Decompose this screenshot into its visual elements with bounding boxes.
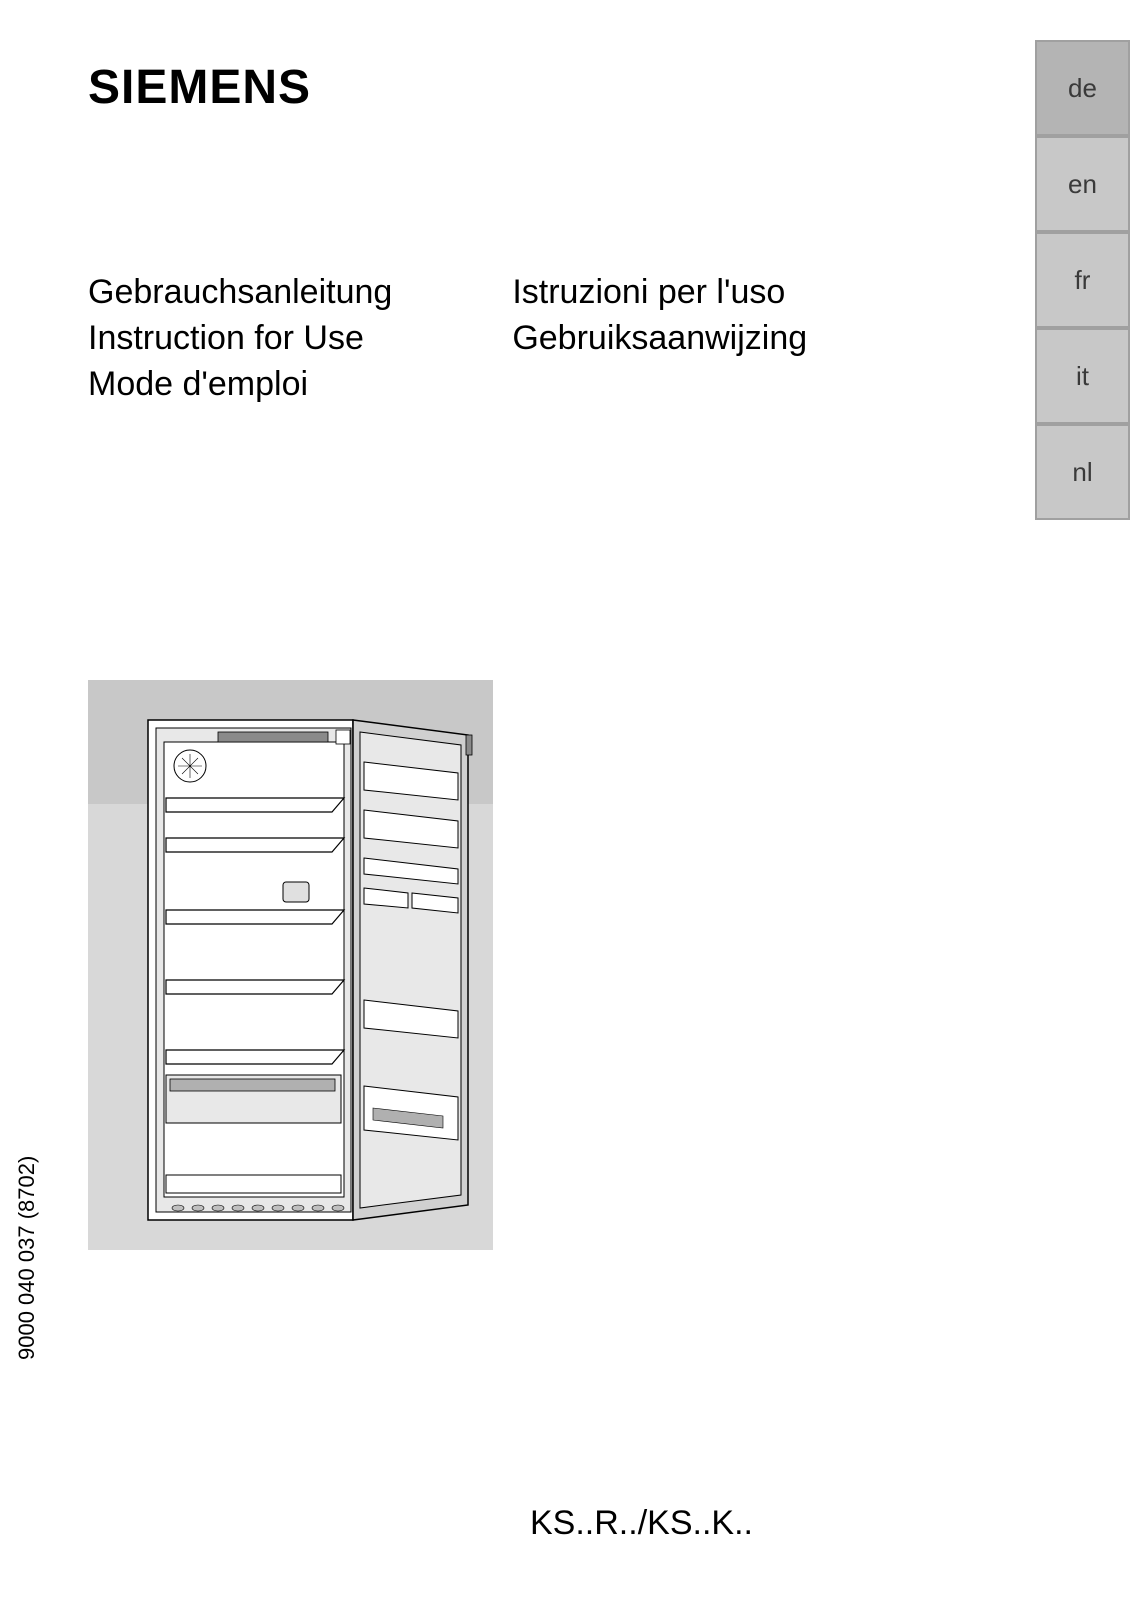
lang-tab-it[interactable]: it	[1035, 328, 1130, 424]
title-de: Gebrauchsanleitung	[88, 270, 392, 316]
language-tabs: de en fr it nl	[1035, 40, 1130, 520]
title-nl: Gebruiksaanwijzing	[512, 316, 807, 362]
lang-tab-en[interactable]: en	[1035, 136, 1130, 232]
lang-tab-nl[interactable]: nl	[1035, 424, 1130, 520]
title-fr: Mode d'emploi	[88, 362, 392, 408]
refrigerator-illustration	[88, 680, 493, 1250]
model-number: KS..R../KS..K..	[530, 1504, 753, 1543]
title-block: Gebrauchsanleitung Instruction for Use M…	[88, 270, 807, 408]
title-en: Instruction for Use	[88, 316, 392, 362]
title-it: Istruzioni per l'uso	[512, 270, 807, 316]
lang-tab-fr[interactable]: fr	[1035, 232, 1130, 328]
title-column-2: Istruzioni per l'uso Gebruiksaanwijzing	[512, 270, 807, 408]
brand-logo: SIEMENS	[88, 60, 311, 115]
document-code: 9000 040 037 (8702)	[14, 1156, 40, 1360]
lang-tab-de[interactable]: de	[1035, 40, 1130, 136]
title-column-1: Gebrauchsanleitung Instruction for Use M…	[88, 270, 392, 408]
